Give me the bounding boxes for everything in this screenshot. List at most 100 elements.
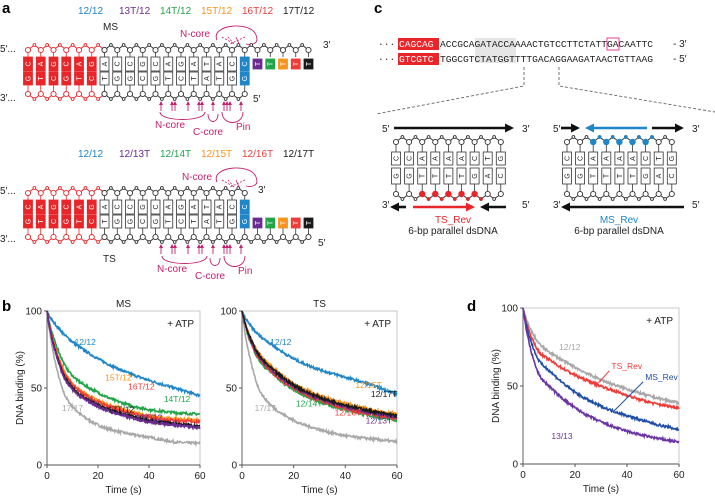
base-box xyxy=(575,167,585,185)
base-letter: C xyxy=(643,156,650,161)
phosphate xyxy=(172,43,177,47)
phosphate xyxy=(300,240,304,244)
phosphate xyxy=(663,197,667,201)
sugar xyxy=(668,138,675,146)
sugar xyxy=(165,46,172,54)
core-arcs xyxy=(159,111,244,123)
top-end: - 3′ xyxy=(673,39,687,50)
modified-phosphate xyxy=(650,135,654,139)
base-box xyxy=(456,167,467,185)
sugar xyxy=(563,190,571,198)
base-letter: A xyxy=(166,204,173,209)
panel-label-d: d xyxy=(467,298,476,315)
series-line-13t-12 xyxy=(46,310,201,431)
sugar xyxy=(101,90,108,98)
label-5prime: 5′ xyxy=(553,124,561,135)
modified-phosphate xyxy=(624,135,628,139)
base-letter: C xyxy=(127,204,134,209)
chart-title: MS xyxy=(116,299,131,310)
base-letter: T xyxy=(102,76,109,81)
base-letter: A xyxy=(76,204,83,209)
base-letter: G xyxy=(89,204,96,209)
base-letter: T xyxy=(38,76,45,81)
base-letter: C xyxy=(178,76,185,81)
sugar xyxy=(203,233,210,241)
phosphate xyxy=(58,43,62,47)
base-box xyxy=(163,71,174,86)
base-letter: G xyxy=(51,204,58,209)
top-strand-arrow-head xyxy=(571,123,580,133)
series-line-13-13 xyxy=(522,307,680,444)
phosphate xyxy=(70,43,75,47)
base-box xyxy=(214,56,225,72)
base-letter: C xyxy=(89,76,96,81)
base-box xyxy=(227,56,237,72)
contact-arrowhead xyxy=(222,101,226,105)
contact-arrowhead xyxy=(225,244,229,248)
sugar xyxy=(177,90,185,98)
base-box xyxy=(417,151,428,166)
phosphate xyxy=(400,197,405,201)
x-tick-label: 20 xyxy=(92,471,104,482)
contact-arrowhead xyxy=(200,101,204,105)
base-letter: T xyxy=(617,173,624,178)
label-5prime: 5′ xyxy=(692,200,700,211)
modified-phosphate xyxy=(466,197,470,201)
chart-ms: 0 20 40 60 0 50 100 Time (s) DNA binding (%) MS + … xyxy=(15,299,206,496)
phosphate xyxy=(466,135,470,139)
base-letter: T xyxy=(280,220,287,225)
phosphate xyxy=(439,135,444,139)
base-letter: C xyxy=(472,156,479,161)
base-letter: T xyxy=(306,220,313,225)
phosphate xyxy=(185,43,190,47)
base-box xyxy=(601,167,612,185)
base-box xyxy=(614,167,625,185)
sugar xyxy=(471,138,478,146)
sugar xyxy=(190,46,197,54)
sugar xyxy=(152,233,159,241)
base-letter: A xyxy=(76,61,83,66)
base-letter: C xyxy=(51,219,58,224)
sugar xyxy=(37,90,44,98)
x-tick-label: 40 xyxy=(143,471,155,482)
phosphate xyxy=(650,197,654,201)
x-tick-label: 40 xyxy=(621,470,633,481)
base-box xyxy=(150,56,161,72)
base-letter: C xyxy=(89,219,96,224)
sugar xyxy=(24,90,32,98)
sugar xyxy=(75,233,83,241)
phosphate xyxy=(479,135,483,139)
base-letter: T xyxy=(166,76,173,81)
sugar xyxy=(101,46,108,54)
base-letter: T xyxy=(268,61,275,66)
n-core-top-arc xyxy=(215,167,258,187)
base-box xyxy=(227,71,237,86)
base-letter: C xyxy=(498,173,505,178)
series-label: TS_Rev xyxy=(611,361,642,371)
phosphate xyxy=(610,197,615,201)
series-label: 13/13 xyxy=(551,431,573,441)
base-letter: G xyxy=(178,61,185,66)
y-tick-label: 100 xyxy=(25,307,42,318)
phosphate xyxy=(262,240,266,244)
legend-entry: 17T/12 xyxy=(283,6,315,17)
phosphate xyxy=(584,135,589,139)
base-letter: G xyxy=(115,219,122,224)
phosphate xyxy=(121,43,126,47)
phosphate xyxy=(185,186,190,190)
base-box xyxy=(482,151,493,166)
ms-rev-description: 6-bp parallel dsDNA xyxy=(574,226,664,237)
y-tick-label: 100 xyxy=(220,307,237,318)
base-letter: A xyxy=(630,156,637,161)
sugar xyxy=(50,46,57,54)
phosphate xyxy=(121,186,126,190)
base-box xyxy=(614,151,625,166)
contact-arrowhead xyxy=(170,244,174,248)
sugar xyxy=(241,46,248,54)
phosphate xyxy=(185,97,190,101)
base-letter: T xyxy=(76,76,83,81)
base-box xyxy=(188,56,199,72)
series-label: 14T/12 xyxy=(164,394,191,404)
phosphate xyxy=(147,186,151,190)
base-box xyxy=(265,217,276,229)
